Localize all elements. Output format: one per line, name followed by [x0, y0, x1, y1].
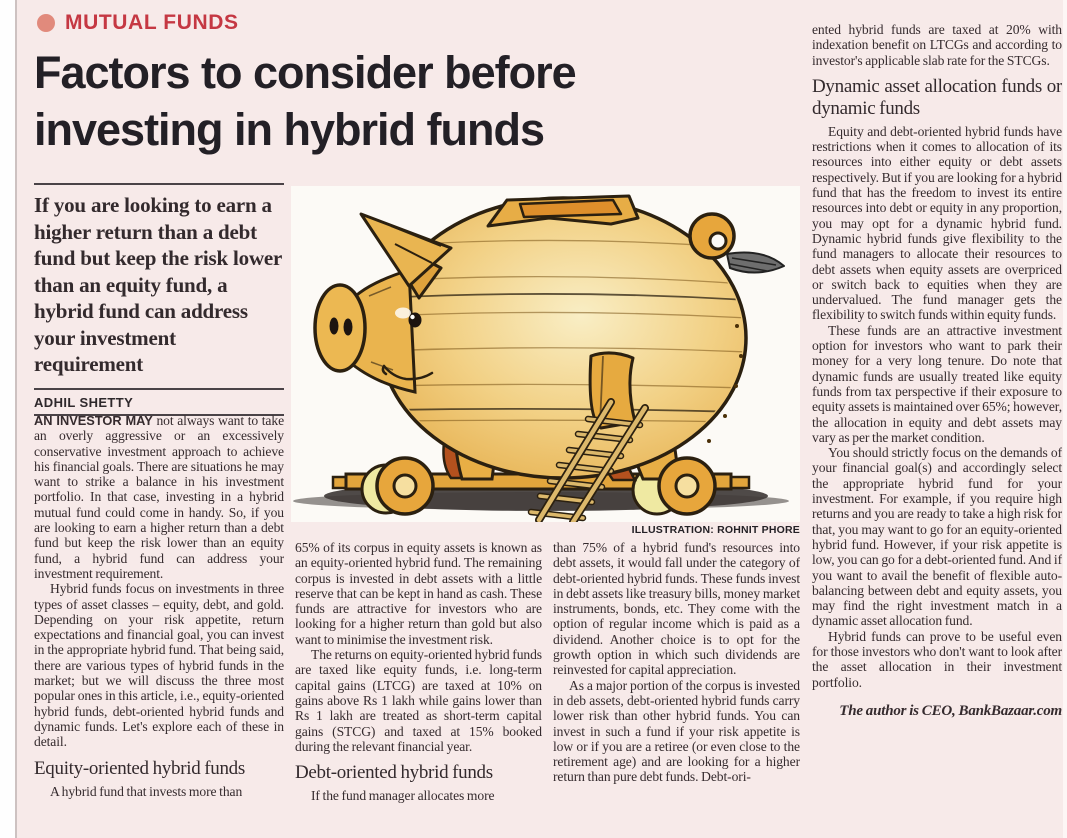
- ladder: [527, 398, 649, 526]
- illustration-credit: ILLUSTRATION: ROHNIT PHORE: [631, 524, 800, 536]
- piggy-bank-illustration: [291, 186, 800, 526]
- section-kicker: MUTUAL FUNDS: [37, 11, 239, 35]
- subhead-equity-oriented: Equity-oriented hybrid funds: [34, 757, 245, 779]
- article-column-4: ented hybrid funds are taxed at 20% with…: [812, 22, 1062, 832]
- author-signature: The author is CEO, BankBazaar.com: [839, 702, 1062, 719]
- subhead-debt-oriented: Debt-oriented hybrid funds: [295, 762, 493, 784]
- paragraph: than 75% of a hybrid fund's resources in…: [553, 540, 800, 678]
- scan-edge-left: [0, 0, 17, 838]
- byline: ADHIL SHETTY: [34, 387, 284, 416]
- section-bullet-icon: [37, 14, 55, 32]
- paragraph: AN INVESTOR MAY not always want to take …: [34, 413, 284, 581]
- paragraph: The returns on equity-oriented hybrid fu…: [295, 647, 542, 754]
- paragraph: A hybrid fund that invests more than: [50, 783, 243, 799]
- article-headline: Factors to consider before investing in …: [34, 44, 794, 158]
- paragraph: 65% of its corpus in equity assets is kn…: [295, 540, 542, 647]
- lead-in: AN INVESTOR MAY: [34, 413, 153, 428]
- scan-edge-right: [1063, 0, 1067, 838]
- paragraph: You should strictly focus on the demands…: [812, 445, 1062, 629]
- paragraph: Hybrid funds can prove to be useful even…: [812, 628, 1062, 690]
- article-column-3: than 75% of a hybrid fund's resources in…: [553, 540, 800, 838]
- section-label: MUTUAL FUNDS: [65, 11, 239, 34]
- paragraph: As a major portion of the corpus is inve…: [553, 677, 800, 785]
- paragraph: These funds are an attractive investment…: [812, 322, 1062, 445]
- paragraph: If the fund manager allocates more: [311, 788, 495, 804]
- headline-line-1: Factors to consider before: [34, 47, 577, 98]
- paragraph: Hybrid funds focus on investments in thr…: [34, 581, 284, 750]
- piggy-bank-svg: [293, 194, 789, 526]
- standfirst-text: If you are looking to earn a higher retu…: [34, 183, 284, 388]
- paragraph-text: not always want to take an overly aggres…: [34, 413, 284, 581]
- article-column-1: AN INVESTOR MAY not always want to take …: [34, 413, 284, 838]
- subhead-dynamic-funds: Dynamic asset allocation funds or dynami…: [812, 75, 1062, 119]
- article-column-2: 65% of its corpus in equity assets is kn…: [295, 540, 542, 838]
- paragraph: ented hybrid funds are taxed at 20% with…: [812, 22, 1062, 68]
- paragraph: Equity and debt-oriented hybrid funds ha…: [812, 123, 1062, 323]
- standfirst-block: If you are looking to earn a higher retu…: [34, 183, 284, 416]
- headline-line-2: investing in hybrid funds: [34, 104, 545, 155]
